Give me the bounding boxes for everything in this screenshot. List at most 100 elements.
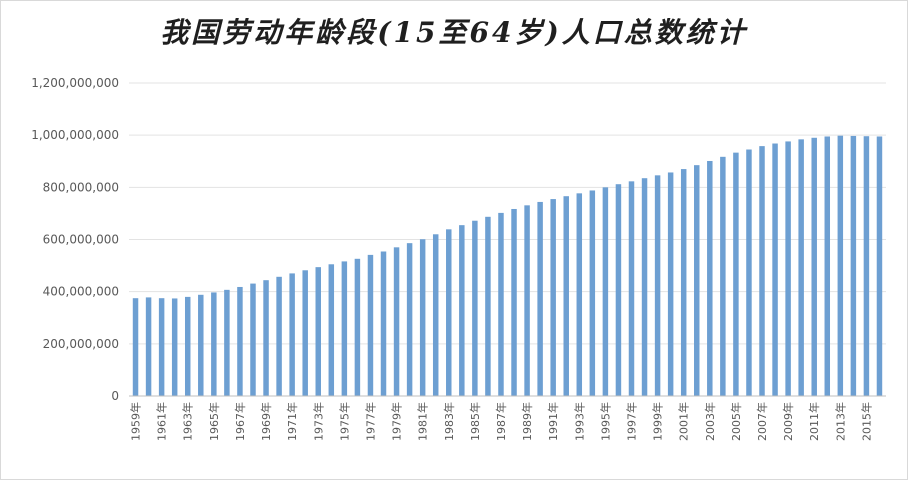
y-axis-ticks: 0 200,000,000 400,000,000 600,000,000 800,00… (31, 76, 119, 403)
bar (158, 298, 165, 396)
y-tick-label: 0 (111, 389, 119, 403)
x-tick-label: 1989年 (520, 402, 534, 441)
x-tick-label: 1987年 (494, 402, 508, 441)
bar (315, 267, 321, 396)
bar (132, 298, 139, 396)
x-tick-label: 1977年 (363, 402, 377, 441)
bar (485, 216, 491, 396)
bar (498, 212, 504, 396)
x-tick-label: 1965年 (207, 402, 221, 441)
bar (850, 135, 857, 397)
bar (785, 141, 791, 396)
chart-title: 我国劳动年龄段(15至64岁)人口总数统计 (160, 16, 748, 49)
x-tick-label: 1963年 (181, 402, 195, 441)
bar (707, 160, 713, 396)
bar (198, 294, 204, 396)
y-tick-label: 200,000,000 (43, 337, 119, 351)
bar (615, 184, 622, 396)
bar (354, 258, 361, 396)
bar (511, 208, 517, 396)
bar (263, 280, 269, 396)
x-tick-label: 1991年 (546, 402, 560, 441)
bar (694, 165, 700, 396)
bar (759, 146, 765, 396)
bar (576, 193, 583, 396)
bar (550, 199, 556, 396)
bar (628, 181, 635, 396)
bar (720, 156, 726, 396)
x-tick-label: 2001年 (677, 402, 691, 441)
x-tick-label: 1973年 (311, 402, 325, 441)
x-tick-label: 1975年 (337, 402, 351, 441)
x-tick-label: 1971年 (285, 402, 299, 441)
y-tick-label: 600,000,000 (43, 233, 119, 247)
y-tick-label: 1,200,000,000 (31, 76, 119, 90)
bar (746, 149, 752, 396)
bar (772, 143, 778, 396)
x-tick-label: 1985年 (468, 402, 482, 441)
x-tick-label: 1993年 (572, 402, 586, 441)
bar (589, 190, 596, 396)
x-tick-label: 1999年 (651, 402, 665, 441)
bar-series (132, 135, 883, 397)
bar (367, 254, 374, 396)
x-tick-label: 1995年 (598, 402, 612, 441)
bar (406, 243, 413, 396)
bar (432, 234, 439, 396)
bar (289, 273, 295, 396)
bar (667, 172, 674, 396)
bar (380, 251, 387, 396)
x-tick-label: 1983年 (442, 402, 456, 441)
x-tick-label: 2013年 (833, 402, 847, 441)
x-tick-label: 2003年 (703, 402, 717, 441)
bar (733, 152, 739, 396)
bar (524, 205, 530, 396)
bar (876, 136, 883, 397)
x-tick-label: 1997年 (624, 402, 638, 441)
x-tick-label: 2015年 (859, 402, 873, 441)
x-axis-ticks: 1959年 1961年 1963年 1965年 1967年 1969年 1971年 1973年… (129, 402, 874, 441)
x-tick-label: 1961年 (155, 402, 169, 441)
x-tick-label: 1959年 (129, 402, 143, 441)
x-tick-label: 1979年 (390, 402, 404, 441)
bar (680, 169, 687, 396)
y-tick-label: 1,000,000,000 (31, 128, 119, 142)
bar (328, 264, 335, 396)
bar (863, 136, 870, 396)
bar (211, 292, 217, 396)
bar (446, 229, 452, 396)
bar (798, 139, 804, 396)
bar (837, 135, 844, 396)
bar (341, 261, 348, 396)
bar (602, 187, 609, 396)
bar (224, 289, 230, 396)
bar (302, 270, 308, 396)
bar (824, 136, 831, 397)
x-tick-label: 1969年 (259, 402, 273, 441)
bar (276, 276, 282, 396)
bar (459, 225, 465, 396)
x-tick-label: 2009年 (781, 402, 795, 441)
bar (419, 239, 426, 396)
bar (237, 286, 243, 396)
bar (250, 283, 256, 396)
x-tick-label: 2011年 (807, 402, 821, 441)
bar (393, 247, 400, 396)
x-tick-label: 2007年 (755, 402, 769, 441)
bar (145, 297, 152, 396)
bar (472, 220, 478, 396)
x-tick-label: 1967年 (233, 402, 247, 441)
bar (563, 196, 569, 396)
bar (537, 201, 543, 396)
y-tick-label: 800,000,000 (43, 180, 119, 194)
bar (641, 178, 648, 396)
x-tick-label: 1981年 (416, 402, 430, 441)
y-tick-label: 400,000,000 (43, 285, 119, 299)
bar (811, 137, 817, 396)
x-tick-label: 2005年 (729, 402, 743, 441)
bar (171, 298, 178, 396)
bar (654, 175, 661, 396)
bar (184, 296, 191, 396)
